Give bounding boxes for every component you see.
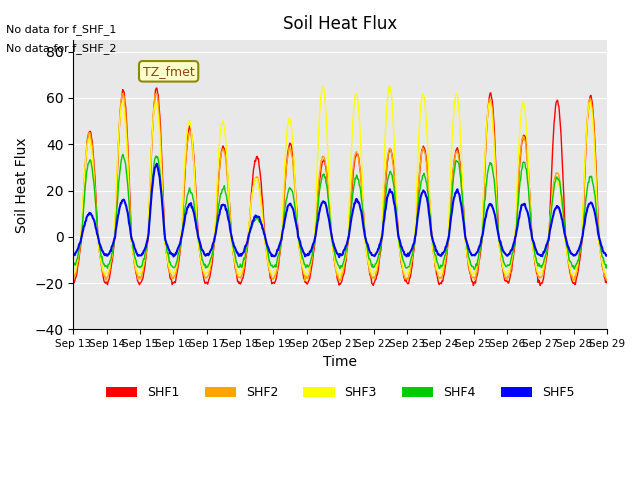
SHF5 xyxy=(257,221,265,227)
SHF2 xyxy=(278,234,285,240)
SHF1 xyxy=(470,283,477,288)
SHF2 xyxy=(426,214,434,219)
SHF4 xyxy=(603,262,611,268)
SHF1 xyxy=(426,196,433,202)
SHF5 xyxy=(70,252,77,258)
SHF1 xyxy=(603,278,611,284)
SHF1 xyxy=(153,85,161,91)
Text: No data for f_SHF_2: No data for f_SHF_2 xyxy=(6,43,117,54)
SHF5 xyxy=(231,244,239,250)
SHF4 xyxy=(426,207,433,213)
SHF3 xyxy=(426,209,434,215)
SHF5 xyxy=(153,161,161,167)
SHF4 xyxy=(278,238,285,244)
Line: SHF1: SHF1 xyxy=(74,88,607,286)
SHF5 xyxy=(397,240,404,246)
SHF3 xyxy=(337,272,344,278)
SHF4 xyxy=(396,243,403,249)
SHF3 xyxy=(257,197,264,203)
Text: No data for f_SHF_1: No data for f_SHF_1 xyxy=(6,24,116,35)
SHF3 xyxy=(397,252,404,257)
SHF2 xyxy=(301,278,309,284)
SHF1 xyxy=(132,270,140,276)
SHF1 xyxy=(70,280,77,286)
X-axis label: Time: Time xyxy=(323,355,357,369)
SHF3 xyxy=(230,256,238,262)
SHF1 xyxy=(257,180,265,186)
SHF3 xyxy=(70,270,77,276)
Line: SHF4: SHF4 xyxy=(74,154,607,269)
SHF2 xyxy=(257,198,265,204)
SHF5 xyxy=(335,254,343,260)
SHF5 xyxy=(426,221,434,227)
SHF5 xyxy=(603,252,611,258)
SHF1 xyxy=(396,245,403,251)
SHF1 xyxy=(231,261,239,267)
SHF2 xyxy=(133,270,141,276)
SHF2 xyxy=(118,91,126,96)
SHF4 xyxy=(231,251,239,256)
Y-axis label: Soil Heat Flux: Soil Heat Flux xyxy=(15,137,29,232)
Line: SHF5: SHF5 xyxy=(74,164,607,257)
Line: SHF3: SHF3 xyxy=(74,86,607,275)
SHF2 xyxy=(70,276,77,282)
SHF2 xyxy=(397,251,404,256)
Title: Soil Heat Flux: Soil Heat Flux xyxy=(283,15,397,33)
SHF3 xyxy=(132,266,140,272)
SHF1 xyxy=(278,238,285,243)
SHF3 xyxy=(386,83,394,89)
SHF2 xyxy=(603,277,611,283)
SHF4 xyxy=(133,262,141,267)
SHF4 xyxy=(119,151,127,157)
Text: TZ_fmet: TZ_fmet xyxy=(143,65,195,78)
SHF5 xyxy=(132,249,140,254)
SHF4 xyxy=(470,266,478,272)
Legend: SHF1, SHF2, SHF3, SHF4, SHF5: SHF1, SHF2, SHF3, SHF4, SHF5 xyxy=(101,381,579,404)
SHF2 xyxy=(231,259,239,265)
SHF4 xyxy=(257,219,265,225)
SHF4 xyxy=(70,262,77,267)
SHF3 xyxy=(277,239,285,244)
SHF3 xyxy=(603,271,611,276)
SHF5 xyxy=(278,237,285,242)
Line: SHF2: SHF2 xyxy=(74,94,607,281)
